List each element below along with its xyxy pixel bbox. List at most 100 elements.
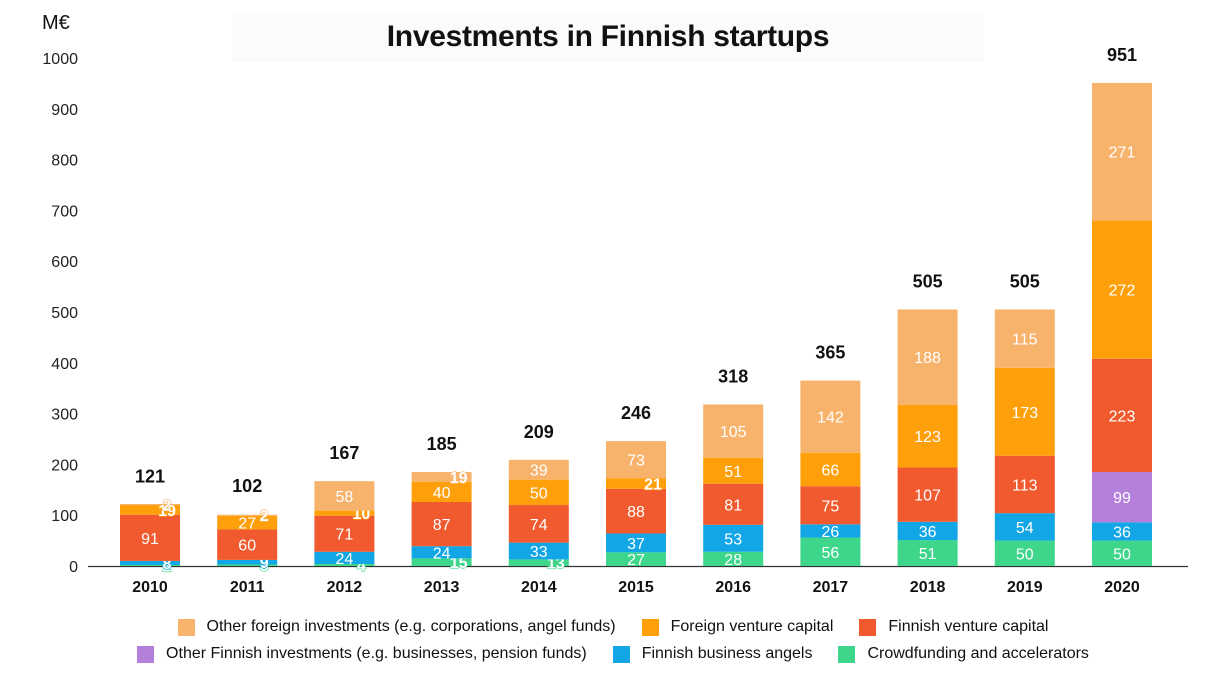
legend-row-1: Other foreign investments (e.g. corporat…	[0, 618, 1226, 636]
segment-value-label: 21	[644, 476, 662, 493]
legend-label: Foreign venture capital	[670, 618, 834, 635]
y-tick-label: 100	[51, 508, 78, 525]
y-tick-label: 300	[51, 407, 78, 424]
bar-segment	[800, 486, 861, 525]
x-tick-label: 2020	[1104, 579, 1140, 596]
y-tick-label: 200	[51, 457, 78, 474]
segment-value-label: 88	[627, 504, 645, 521]
bar-segment	[703, 404, 764, 458]
segment-value-label: 24	[433, 545, 451, 562]
segment-value-label: 9	[260, 555, 269, 572]
bar-segment	[508, 479, 569, 506]
bar-segment	[508, 505, 569, 543]
bar-segment	[606, 478, 666, 489]
segment-value-label: 66	[822, 462, 840, 479]
segment-value-label: 142	[817, 410, 844, 427]
bar-segment	[606, 441, 666, 479]
chart-title: Investments in Finnish startups	[386, 20, 830, 53]
legend-item-other-foreign: Other foreign investments (e.g. corporat…	[177, 618, 616, 636]
bar-total-label: 318	[718, 366, 748, 386]
bar-segment	[1092, 220, 1152, 359]
bar-segment	[314, 563, 375, 566]
y-tick-label: 500	[51, 305, 78, 322]
x-tick-label: 2018	[910, 579, 946, 596]
legend-row-2: Other Finnish investments (e.g. business…	[0, 645, 1226, 663]
bar-segment	[897, 467, 958, 522]
legend-label: Crowdfunding and accelerators	[867, 645, 1089, 662]
bar-segment	[994, 309, 1055, 368]
bar-total-label: 365	[815, 343, 845, 363]
bar-segment	[994, 513, 1055, 541]
segment-value-label: 40	[433, 485, 451, 502]
segment-value-label: 26	[822, 524, 840, 541]
bar-segment	[606, 533, 666, 553]
legend-swatch	[838, 645, 856, 663]
legend-label: Other foreign investments (e.g. corporat…	[206, 618, 616, 635]
segment-value-label: 3	[260, 558, 269, 575]
segment-value-label: 60	[238, 538, 256, 555]
segment-value-label: 75	[822, 498, 840, 515]
bar-segment	[217, 559, 278, 565]
bar-segment	[120, 564, 180, 566]
y-tick-label: 700	[51, 203, 78, 220]
bar-segment	[606, 488, 666, 534]
bar-segment	[897, 404, 958, 468]
y-tick-label: 1000	[42, 51, 78, 68]
segment-value-label: 50	[530, 485, 548, 502]
x-tick-label: 2016	[715, 579, 751, 596]
segment-value-label: 36	[919, 524, 937, 541]
bar-total-label: 505	[1010, 271, 1040, 291]
bar-segment	[217, 564, 278, 566]
bar-segment	[897, 309, 958, 405]
segment-value-label: 24	[336, 551, 354, 568]
bar-segment	[120, 505, 180, 515]
legend-swatch	[859, 618, 877, 636]
segment-value-label: 107	[914, 488, 941, 505]
bar-segment	[508, 559, 569, 566]
legend-swatch	[612, 645, 630, 663]
segment-value-label: 272	[1109, 283, 1136, 300]
legend-swatch	[641, 618, 659, 636]
y-tick-label: 800	[51, 153, 78, 170]
legend-label: Other Finnish investments (e.g. business…	[166, 645, 587, 662]
y-tick-label: 600	[51, 254, 78, 271]
bar-segment	[800, 380, 861, 453]
bar-segment	[411, 558, 472, 566]
segment-value-label: 50	[1016, 546, 1034, 563]
bar-segment	[703, 551, 764, 566]
bar-segment	[314, 551, 375, 564]
bar-segment	[411, 481, 472, 502]
bar-segment	[800, 524, 861, 538]
bar-segment	[508, 459, 569, 480]
bar-segment	[508, 542, 569, 560]
bar-segment	[994, 540, 1055, 566]
segment-value-label: 50	[1113, 546, 1131, 563]
x-tick-label: 2010	[132, 579, 168, 596]
x-tick-label: 2015	[618, 579, 654, 596]
bar-segment	[994, 455, 1055, 514]
segment-value-label: 8	[163, 556, 172, 573]
segment-value-label: 271	[1109, 145, 1136, 162]
x-tick-label: 2013	[424, 579, 460, 596]
bar-segment	[1092, 82, 1152, 221]
bar-segment	[120, 504, 180, 506]
bar-segment	[800, 452, 861, 487]
segment-value-label: 105	[720, 424, 747, 441]
segment-value-label: 54	[1016, 520, 1034, 537]
bar-segment	[314, 510, 375, 516]
bar-total-label: 209	[524, 422, 554, 442]
segment-value-label: 51	[724, 464, 742, 481]
bar-segment	[1092, 522, 1152, 541]
bar-segment	[897, 540, 958, 566]
bar-segment	[411, 472, 472, 482]
legend-swatch	[177, 618, 195, 636]
segment-value-label: 28	[724, 552, 742, 569]
segment-value-label: 91	[141, 531, 159, 548]
segment-value-label: 74	[530, 517, 548, 534]
bar-segment	[217, 515, 278, 530]
bar-segment	[703, 524, 764, 552]
legend-item-crowdfunding: Crowdfunding and accelerators	[838, 645, 1089, 663]
legend-item-finnish-vc: Finnish venture capital	[859, 618, 1048, 636]
segment-value-label: 71	[336, 527, 354, 544]
